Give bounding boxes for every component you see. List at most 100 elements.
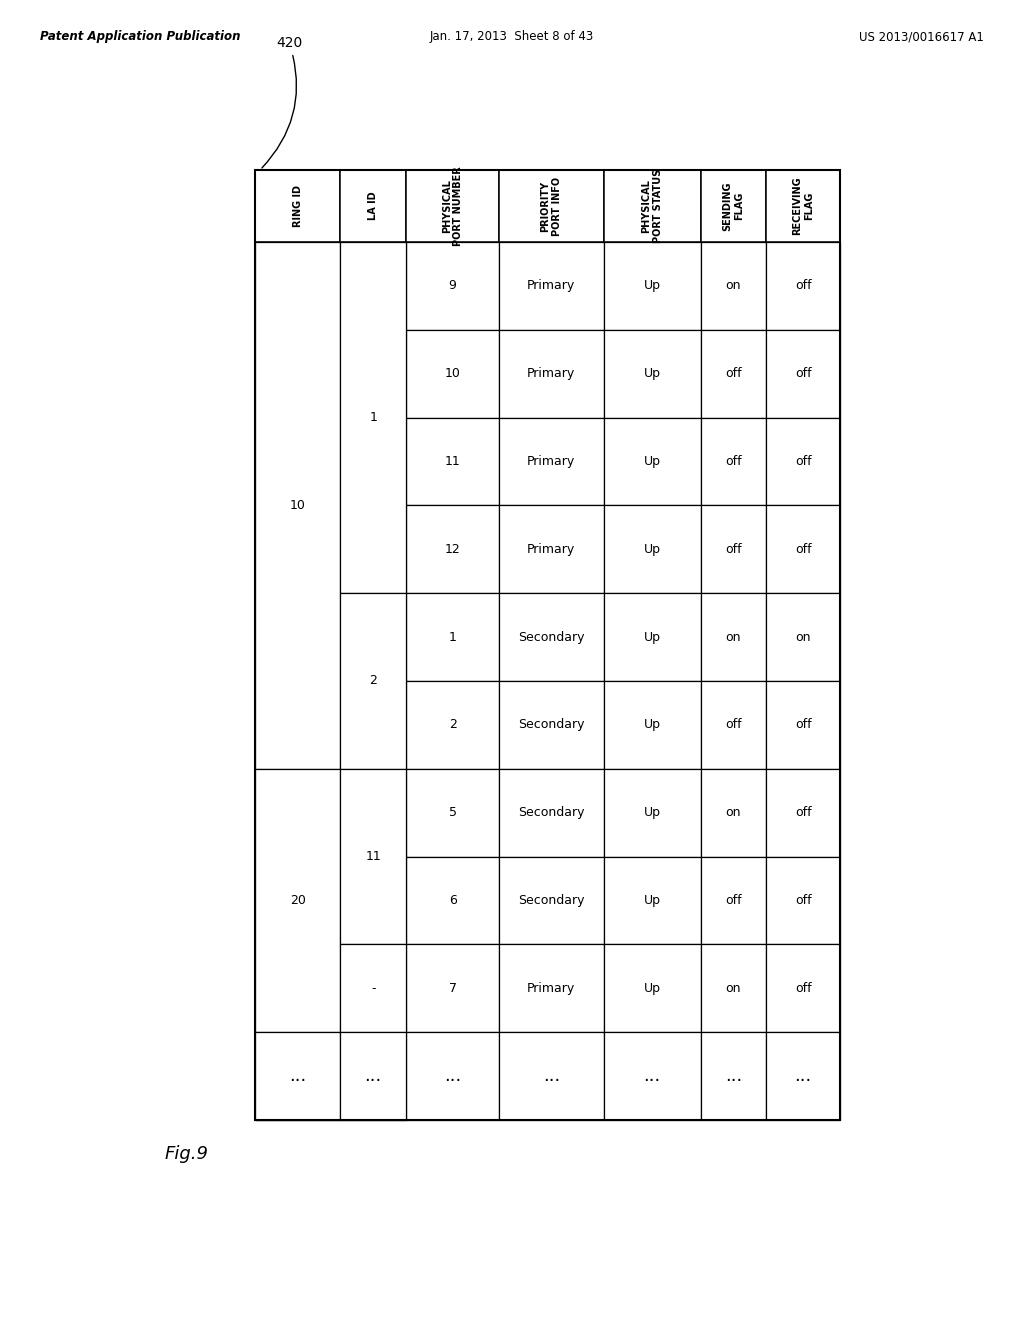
Bar <box>407 330 499 417</box>
Text: Up: Up <box>644 543 660 556</box>
Bar <box>700 593 766 681</box>
Bar <box>766 506 840 593</box>
Bar <box>604 944 700 1032</box>
Text: Up: Up <box>644 718 660 731</box>
Text: ...: ... <box>795 1067 812 1085</box>
Bar <box>407 1032 499 1119</box>
Text: 2: 2 <box>449 718 457 731</box>
Bar <box>407 417 499 506</box>
Text: ...: ... <box>289 1067 306 1085</box>
Text: Secondary: Secondary <box>518 894 585 907</box>
Text: off: off <box>795 367 811 380</box>
Bar <box>766 681 840 768</box>
Text: 10: 10 <box>444 367 461 380</box>
Text: off: off <box>795 280 811 293</box>
Text: on: on <box>726 280 741 293</box>
Text: Up: Up <box>644 280 660 293</box>
Bar <box>255 857 340 944</box>
Bar <box>499 242 604 330</box>
Bar <box>407 944 499 1032</box>
Bar <box>499 506 604 593</box>
Bar <box>340 1032 407 1119</box>
Bar <box>766 593 840 681</box>
Bar <box>340 944 407 1032</box>
Text: PHYSICAL
PORT NUMBER: PHYSICAL PORT NUMBER <box>441 166 464 246</box>
Text: US 2013/0016617 A1: US 2013/0016617 A1 <box>859 30 984 44</box>
Bar <box>766 417 840 506</box>
Text: on: on <box>726 807 741 820</box>
Bar <box>255 944 340 1032</box>
Text: on: on <box>726 982 741 995</box>
Text: 12: 12 <box>444 543 461 556</box>
Bar <box>340 242 407 593</box>
Bar <box>255 1032 340 1119</box>
Bar <box>407 593 499 681</box>
Bar <box>255 170 340 242</box>
Text: off: off <box>725 455 741 469</box>
Text: 1: 1 <box>449 631 457 644</box>
Bar <box>604 506 700 593</box>
Bar <box>604 1032 700 1119</box>
Bar <box>766 1032 840 1119</box>
Text: Secondary: Secondary <box>518 807 585 820</box>
Bar <box>407 768 499 857</box>
Bar <box>604 242 700 330</box>
Text: off: off <box>795 455 811 469</box>
Text: 6: 6 <box>449 894 457 907</box>
Text: Jan. 17, 2013  Sheet 8 of 43: Jan. 17, 2013 Sheet 8 of 43 <box>430 30 594 44</box>
Bar <box>407 242 499 330</box>
Text: Up: Up <box>644 631 660 644</box>
Bar <box>340 768 407 857</box>
Bar <box>700 506 766 593</box>
Text: Secondary: Secondary <box>518 631 585 644</box>
Text: ...: ... <box>643 1067 660 1085</box>
Text: Up: Up <box>644 807 660 820</box>
Text: 10: 10 <box>290 499 305 512</box>
Text: Primary: Primary <box>527 280 575 293</box>
Bar <box>700 681 766 768</box>
Bar <box>255 681 340 768</box>
Bar <box>700 170 766 242</box>
Bar <box>700 768 766 857</box>
Bar <box>604 857 700 944</box>
Text: 20: 20 <box>290 894 305 907</box>
Text: PHYSICAL
PORT STATUS: PHYSICAL PORT STATUS <box>641 169 663 243</box>
Text: Patent Application Publication: Patent Application Publication <box>40 30 241 44</box>
Bar <box>255 506 340 593</box>
Bar <box>255 242 340 768</box>
Bar <box>340 242 407 330</box>
Text: off: off <box>725 718 741 731</box>
Text: 9: 9 <box>449 280 457 293</box>
Text: RING ID: RING ID <box>293 185 303 227</box>
Bar <box>255 768 340 1032</box>
Bar <box>255 593 340 681</box>
Bar <box>604 170 700 242</box>
Bar <box>604 681 700 768</box>
Bar <box>700 242 766 330</box>
Text: -: - <box>371 982 376 995</box>
Bar <box>255 417 340 506</box>
Bar <box>766 330 840 417</box>
Bar <box>766 242 840 330</box>
Bar <box>340 593 407 681</box>
Bar <box>700 1032 766 1119</box>
Bar <box>340 330 407 417</box>
Bar <box>340 681 407 768</box>
Bar <box>604 768 700 857</box>
Text: off: off <box>725 543 741 556</box>
Bar <box>604 330 700 417</box>
Bar <box>340 593 407 768</box>
Text: PRIORITY
PORT INFO: PRIORITY PORT INFO <box>541 177 562 235</box>
Text: on: on <box>796 631 811 644</box>
Bar <box>766 857 840 944</box>
Text: Primary: Primary <box>527 982 575 995</box>
Bar <box>255 1032 340 1119</box>
Bar <box>499 857 604 944</box>
Text: 11: 11 <box>366 850 381 863</box>
Bar <box>340 1032 407 1119</box>
Text: off: off <box>795 982 811 995</box>
Bar <box>766 768 840 857</box>
Bar <box>340 506 407 593</box>
Bar <box>407 506 499 593</box>
Bar <box>499 330 604 417</box>
